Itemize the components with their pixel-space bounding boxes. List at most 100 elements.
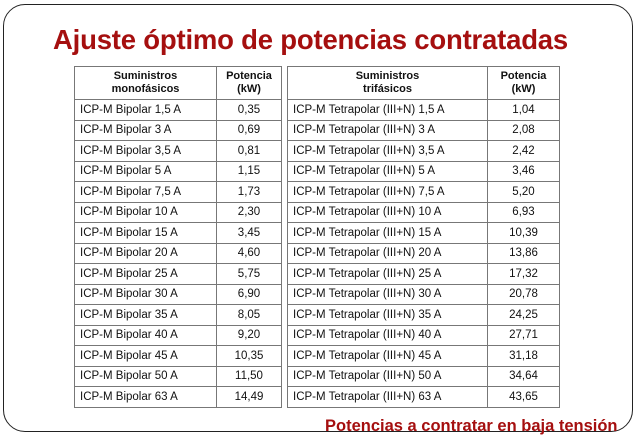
supply-cell: ICP-M Bipolar 40 A (74, 324, 217, 346)
power-cell: 2,08 (487, 119, 560, 141)
power-cell: 5,20 (487, 181, 560, 203)
power-cell: 17,32 (487, 263, 560, 285)
table-row: ICP-M Bipolar 25 A 5,75 (74, 263, 282, 285)
power-cell: 13,86 (487, 242, 560, 264)
power-cell: 3,45 (216, 222, 282, 244)
slide-title: Ajuste óptimo de potencias contratadas (53, 24, 568, 55)
supply-cell: ICP-M Bipolar 3,5 A (74, 140, 217, 162)
power-cell: 10,35 (216, 345, 282, 367)
table-row: ICP-M Tetrapolar (III+N) 20 A 13,86 (287, 242, 560, 264)
column-header: Potencia (kW) (216, 66, 282, 100)
table-row: ICP-M Bipolar 7,5 A 1,73 (74, 181, 282, 203)
supply-cell: ICP-M Bipolar 7,5 A (74, 181, 217, 203)
table-row: ICP-M Tetrapolar (III+N) 3 A 2,08 (287, 119, 560, 141)
supply-cell: ICP-M Bipolar 5 A (74, 160, 217, 182)
table-row: ICP-M Bipolar 40 A 9,20 (74, 324, 282, 346)
header-line: (kW) (237, 83, 261, 95)
supply-cell: ICP-M Tetrapolar (III+N) 10 A (287, 201, 488, 223)
supply-cell: ICP-M Bipolar 30 A (74, 283, 217, 305)
supply-cell: ICP-M Bipolar 10 A (74, 201, 217, 223)
supply-cell: ICP-M Bipolar 35 A (74, 304, 217, 326)
supply-cell: ICP-M Tetrapolar (III+N) 5 A (287, 160, 488, 182)
slide-footer: Potencias a contratar en baja tensión (325, 417, 618, 435)
power-cell: 3,46 (487, 160, 560, 182)
table-row: ICP-M Bipolar 3 A 0,69 (74, 119, 282, 141)
column-header: Suministros trifásicos (287, 66, 488, 100)
supply-cell: ICP-M Tetrapolar (III+N) 30 A (287, 283, 488, 305)
table-row: ICP-M Tetrapolar (III+N) 25 A 17,32 (287, 263, 560, 285)
power-cell: 2,42 (487, 140, 560, 162)
power-cell: 11,50 (216, 365, 282, 387)
three-phase-table: Suministros trifásicos Potencia (kW) ICP-M T… (287, 66, 560, 408)
power-cell: 4,60 (216, 242, 282, 264)
supply-cell: ICP-M Tetrapolar (III+N) 45 A (287, 345, 488, 367)
table-row: ICP-M Tetrapolar (III+N) 1,5 A 1,04 (287, 99, 560, 121)
supply-cell: ICP-M Tetrapolar (III+N) 50 A (287, 365, 488, 387)
table-row: ICP-M Tetrapolar (III+N) 30 A 20,78 (287, 283, 560, 305)
header-line: trifásicos (363, 83, 412, 95)
header-line: (kW) (511, 83, 536, 95)
table-row: ICP-M Bipolar 63 A 14,49 (74, 386, 282, 408)
power-cell: 10,39 (487, 222, 560, 244)
header-line: Suministros (355, 70, 420, 82)
table-row: ICP-M Bipolar 5 A 1,15 (74, 160, 282, 182)
power-cell: 5,75 (216, 263, 282, 285)
table-row: ICP-M Bipolar 50 A 11,50 (74, 365, 282, 387)
power-cell: 14,49 (216, 386, 282, 408)
table-row: ICP-M Tetrapolar (III+N) 7,5 A 5,20 (287, 181, 560, 203)
table-row: ICP-M Tetrapolar (III+N) 10 A 6,93 (287, 201, 560, 223)
column-header: Suministros monofásicos (74, 66, 217, 100)
supply-cell: ICP-M Tetrapolar (III+N) 40 A (287, 324, 488, 346)
supply-cell: ICP-M Bipolar 45 A (74, 345, 217, 367)
power-cell: 34,64 (487, 365, 560, 387)
table-row: ICP-M Tetrapolar (III+N) 40 A 27,71 (287, 324, 560, 346)
table-row: ICP-M Bipolar 10 A 2,30 (74, 201, 282, 223)
power-cell: 6,93 (487, 201, 560, 223)
table-row: ICP-M Tetrapolar (III+N) 3,5 A 2,42 (287, 140, 560, 162)
supply-cell: ICP-M Tetrapolar (III+N) 1,5 A (287, 99, 488, 121)
table-row: ICP-M Bipolar 30 A 6,90 (74, 283, 282, 305)
power-cell: 2,30 (216, 201, 282, 223)
supply-cell: ICP-M Tetrapolar (III+N) 3 A (287, 119, 488, 141)
power-cell: 0,35 (216, 99, 282, 121)
table-row: ICP-M Bipolar 20 A 4,60 (74, 242, 282, 264)
table-header-row: Suministros trifásicos Potencia (kW) (287, 66, 560, 100)
column-header: Potencia (kW) (487, 66, 560, 100)
power-cell: 24,25 (487, 304, 560, 326)
header-line: monofásicos (111, 83, 180, 95)
supply-cell: ICP-M Tetrapolar (III+N) 15 A (287, 222, 488, 244)
supply-cell: ICP-M Tetrapolar (III+N) 35 A (287, 304, 488, 326)
table-row: ICP-M Bipolar 15 A 3,45 (74, 222, 282, 244)
table-header-row: Suministros monofásicos Potencia (kW) (74, 66, 282, 100)
supply-cell: ICP-M Bipolar 15 A (74, 222, 217, 244)
supply-cell: ICP-M Bipolar 63 A (74, 386, 217, 408)
supply-cell: ICP-M Tetrapolar (III+N) 7,5 A (287, 181, 488, 203)
power-cell: 43,65 (487, 386, 560, 408)
table-row: ICP-M Bipolar 45 A 10,35 (74, 345, 282, 367)
header-line: Potencia (500, 70, 547, 82)
table-row: ICP-M Bipolar 1,5 A 0,35 (74, 99, 282, 121)
supply-cell: ICP-M Tetrapolar (III+N) 3,5 A (287, 140, 488, 162)
table-row: ICP-M Bipolar 3,5 A 0,81 (74, 140, 282, 162)
table-row: ICP-M Tetrapolar (III+N) 15 A 10,39 (287, 222, 560, 244)
table-row: ICP-M Tetrapolar (III+N) 35 A 24,25 (287, 304, 560, 326)
table-row: ICP-M Tetrapolar (III+N) 63 A 43,65 (287, 386, 560, 408)
table-row: ICP-M Tetrapolar (III+N) 5 A 3,46 (287, 160, 560, 182)
supply-cell: ICP-M Tetrapolar (III+N) 20 A (287, 242, 488, 264)
header-line: Potencia (226, 70, 272, 82)
power-cell: 1,15 (216, 160, 282, 182)
power-cell: 1,04 (487, 99, 560, 121)
power-cell: 6,90 (216, 283, 282, 305)
power-cell: 27,71 (487, 324, 560, 346)
supply-cell: ICP-M Bipolar 20 A (74, 242, 217, 264)
supply-cell: ICP-M Tetrapolar (III+N) 63 A (287, 386, 488, 408)
power-cell: 8,05 (216, 304, 282, 326)
supply-cell: ICP-M Bipolar 50 A (74, 365, 217, 387)
supply-cell: ICP-M Bipolar 3 A (74, 119, 217, 141)
power-cell: 0,69 (216, 119, 282, 141)
table-row: ICP-M Bipolar 35 A 8,05 (74, 304, 282, 326)
power-cell: 31,18 (487, 345, 560, 367)
table-row: ICP-M Tetrapolar (III+N) 45 A 31,18 (287, 345, 560, 367)
header-line: Suministros (113, 70, 178, 82)
supply-cell: ICP-M Tetrapolar (III+N) 25 A (287, 263, 488, 285)
